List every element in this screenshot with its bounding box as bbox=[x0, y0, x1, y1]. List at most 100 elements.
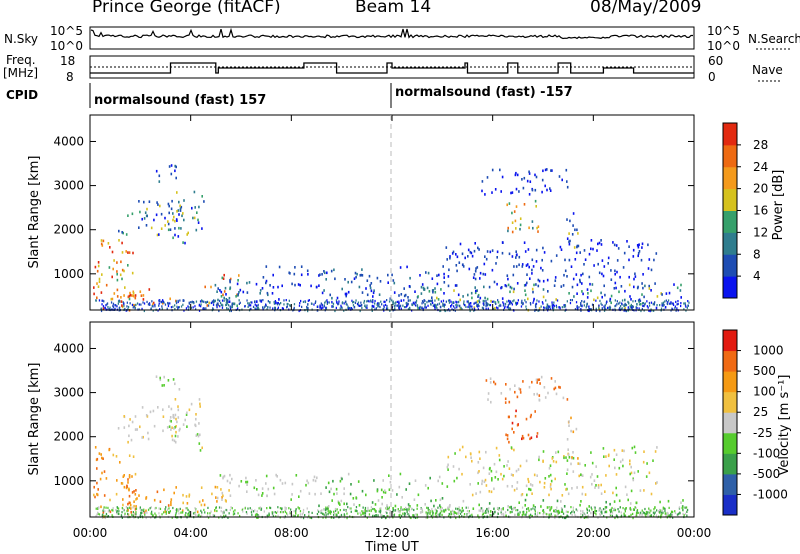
velocity-cell bbox=[563, 456, 565, 460]
velocity-cell bbox=[462, 509, 464, 512]
power-cell bbox=[162, 300, 164, 303]
power-cell bbox=[638, 303, 641, 306]
velocity-cell bbox=[168, 405, 170, 408]
power-cell bbox=[521, 178, 523, 181]
power-cell bbox=[310, 284, 312, 288]
velocity-cell bbox=[498, 454, 501, 457]
power-cell bbox=[366, 304, 368, 307]
power-cell bbox=[634, 275, 637, 278]
velocity-cell bbox=[245, 511, 248, 514]
velocity-cell bbox=[684, 512, 687, 515]
velocity-cell bbox=[327, 481, 330, 485]
velocity-cell bbox=[175, 430, 177, 434]
velocity-cell bbox=[247, 507, 249, 510]
power-cell bbox=[638, 250, 641, 253]
velocity-cell bbox=[484, 478, 487, 482]
velocity-cell bbox=[245, 476, 247, 480]
velocity-cell bbox=[215, 506, 217, 510]
velocity-cell bbox=[611, 510, 613, 513]
power-cell bbox=[407, 302, 409, 305]
velocity-cell bbox=[469, 514, 471, 517]
velocity-cell bbox=[256, 513, 258, 516]
power-cell bbox=[120, 260, 122, 264]
velocity-cell bbox=[186, 507, 188, 510]
velocity-cell bbox=[532, 504, 535, 507]
velocity-cell bbox=[251, 508, 253, 511]
velocity-cell bbox=[626, 493, 628, 496]
power-cell bbox=[651, 309, 653, 312]
velocity-cell bbox=[682, 506, 684, 509]
velocity-cell bbox=[370, 506, 372, 509]
cpid-segment-1: normalsound (fast) 157 bbox=[94, 93, 266, 108]
velocity-cell bbox=[525, 417, 528, 421]
power-cell bbox=[156, 233, 159, 237]
power-cell bbox=[393, 281, 396, 285]
velocity-cell bbox=[556, 512, 559, 516]
velocity-cell bbox=[261, 487, 264, 490]
power-cell bbox=[281, 284, 283, 288]
power-cell bbox=[647, 306, 649, 309]
power-cell bbox=[321, 304, 323, 307]
power-cell bbox=[619, 305, 622, 308]
power-cell bbox=[601, 307, 603, 310]
velocity-cell bbox=[216, 486, 219, 489]
velocity-cell bbox=[161, 513, 163, 516]
velocity-cell bbox=[549, 508, 551, 512]
velocity-cell bbox=[275, 511, 278, 514]
velocity-cell bbox=[471, 459, 473, 463]
velocity-cell bbox=[392, 510, 394, 513]
power-cell bbox=[506, 203, 508, 207]
velocity-cell bbox=[298, 507, 301, 510]
power-cell bbox=[194, 206, 196, 209]
power-cell bbox=[129, 293, 132, 297]
velocity-cell bbox=[388, 516, 391, 519]
velocity-cell bbox=[518, 387, 520, 390]
power-cell bbox=[420, 285, 423, 289]
power-cell bbox=[174, 169, 176, 173]
power-cell bbox=[479, 301, 481, 304]
power-cell bbox=[166, 307, 168, 310]
power-cell bbox=[442, 304, 444, 307]
power-cell bbox=[443, 292, 445, 295]
velocity-colorbar-swatch bbox=[723, 391, 737, 413]
power-cell bbox=[544, 168, 547, 172]
velocity-cell bbox=[139, 425, 141, 429]
power-cell bbox=[648, 287, 651, 290]
power-cell bbox=[619, 275, 621, 279]
velocity-cell bbox=[558, 511, 561, 514]
velocity-cell bbox=[565, 488, 567, 491]
power-cell bbox=[473, 302, 475, 305]
power-cell bbox=[372, 301, 374, 304]
velocity-cell bbox=[398, 510, 400, 513]
power-ylabel: Slant Range [km] bbox=[27, 156, 42, 269]
power-cell bbox=[430, 303, 432, 306]
velocity-cell bbox=[177, 405, 179, 408]
power-cell bbox=[113, 259, 115, 262]
velocity-cell bbox=[571, 456, 573, 459]
velocity-cell bbox=[279, 507, 282, 510]
velocity-cell bbox=[611, 514, 613, 517]
velocity-cell bbox=[617, 508, 619, 511]
velocity-cell bbox=[186, 502, 189, 505]
power-cell bbox=[373, 289, 375, 292]
velocity-cell bbox=[206, 515, 208, 518]
power-cell bbox=[571, 285, 574, 289]
power-cell bbox=[543, 251, 546, 254]
velocity-cell bbox=[134, 507, 137, 511]
power-cell bbox=[265, 279, 268, 283]
velocity-cell bbox=[332, 479, 334, 483]
power-cell bbox=[532, 265, 535, 268]
velocity-cell bbox=[600, 492, 603, 495]
velocity-cell bbox=[181, 509, 184, 512]
velocity-cell bbox=[102, 511, 105, 514]
power-cell bbox=[364, 304, 366, 308]
power-cell bbox=[320, 302, 322, 305]
power-cell bbox=[360, 304, 362, 307]
velocity-cell bbox=[627, 498, 629, 502]
power-cell bbox=[124, 307, 126, 310]
power-cell bbox=[448, 301, 451, 304]
velocity-cell bbox=[124, 513, 126, 516]
velocity-cell bbox=[427, 508, 429, 511]
power-cell bbox=[486, 302, 488, 305]
power-cell bbox=[618, 302, 620, 305]
